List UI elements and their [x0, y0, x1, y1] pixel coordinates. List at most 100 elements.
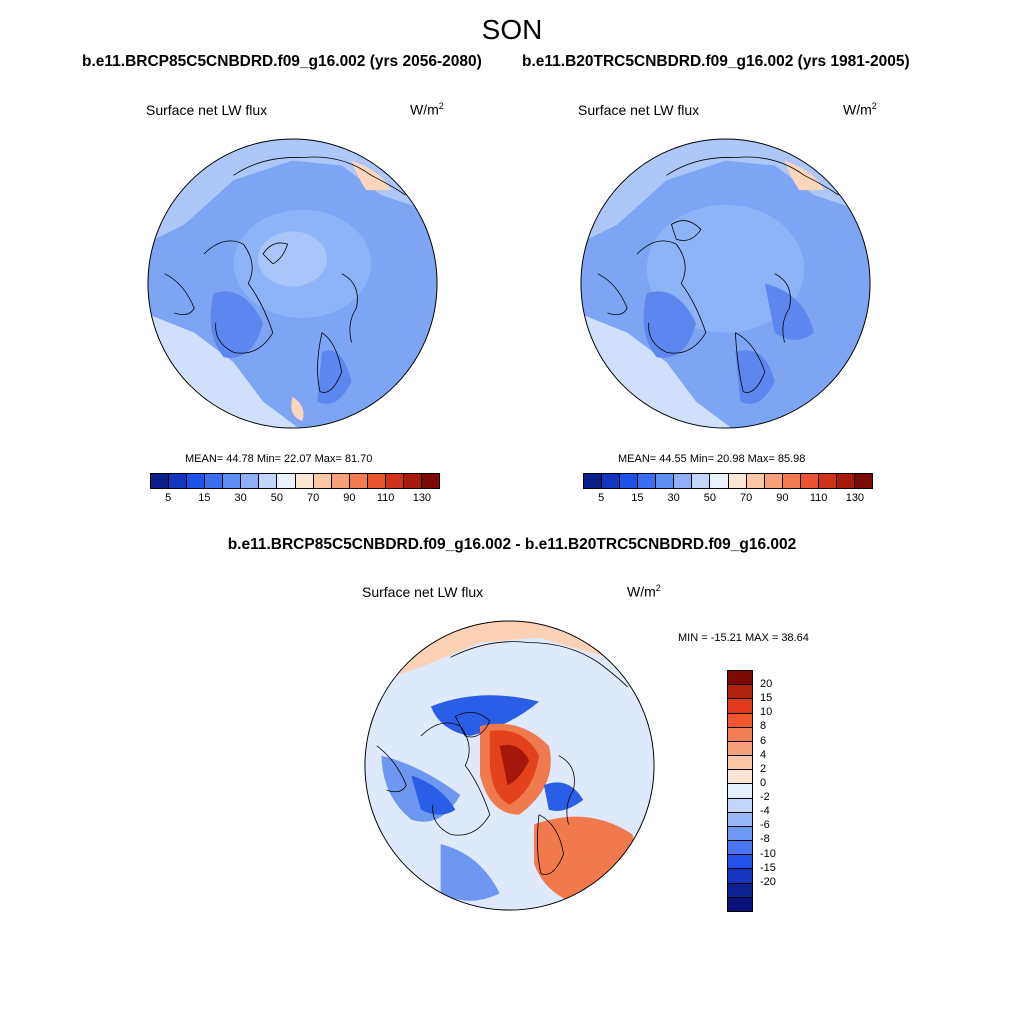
colorbar-swatch [692, 474, 711, 488]
colorbar-tick-label: 0 [760, 776, 767, 789]
right-case-title: b.e11.B20TRC5CNBDRD.f09_g16.002 (yrs 198… [522, 53, 910, 70]
central-arctic [258, 231, 327, 287]
right-colorbar-ticks: 5 15 30 50 70 90 110 130 [583, 492, 873, 506]
colorbar-swatch [638, 474, 657, 488]
colorbar-swatch [584, 474, 603, 488]
colorbar-swatch [728, 713, 752, 728]
diff-units: W/m2 [627, 583, 661, 600]
colorbar-tick-label: 20 [760, 678, 773, 691]
colorbar-swatch [728, 826, 752, 842]
coastlines [597, 156, 839, 393]
warm-patch-atlantic [291, 396, 304, 422]
right-colorbar [583, 473, 873, 489]
colorbar-swatch [349, 474, 368, 488]
colorbar-tick-label: 30 [667, 492, 680, 504]
colorbar-swatch [728, 897, 752, 911]
colorbar-tick-label: -4 [760, 805, 770, 818]
left-colorbar [150, 473, 440, 489]
season-title: SON [481, 14, 543, 45]
colorbar-swatch [277, 474, 296, 488]
colorbar-swatch [403, 474, 422, 488]
colorbar-swatch [674, 474, 693, 488]
colorbar-swatch [728, 883, 752, 898]
colorbar-swatch [385, 474, 404, 488]
colorbar-swatch [728, 671, 752, 686]
colorbar-tick-label: 70 [740, 492, 753, 504]
scandinavia-region [735, 350, 775, 404]
colorbar-swatch [800, 474, 819, 488]
colorbar-swatch [710, 474, 729, 488]
colorbar-tick-label: 15 [760, 692, 773, 705]
colorbar-swatch [728, 841, 752, 856]
map-border [580, 138, 871, 429]
colorbar-swatch [259, 474, 278, 488]
colorbar-tick-label: 15 [631, 492, 644, 504]
colorbar-swatch [764, 474, 783, 488]
colorbar-swatch [782, 474, 801, 488]
colorbar-tick-label: 30 [234, 492, 247, 504]
colorbar-tick-label: 90 [776, 492, 789, 504]
colorbar-tick-label: -20 [760, 875, 776, 888]
colorbar-swatch [313, 474, 332, 488]
colorbar-swatch [656, 474, 675, 488]
colorbar-tick-label: -15 [760, 861, 776, 874]
colorbar-tick-label: -8 [760, 833, 770, 846]
diff-variable-label: Surface net LW flux [362, 584, 484, 600]
diff-warming-peak [499, 744, 530, 786]
diff-polar-map [364, 620, 655, 911]
colorbar-swatch [728, 770, 752, 785]
left-units: W/m2 [410, 101, 444, 118]
colorbar-swatch [169, 474, 188, 488]
colorbar-swatch [151, 474, 170, 488]
colorbar-tick-label: 110 [809, 492, 828, 504]
colorbar-swatch [728, 685, 752, 700]
colorbar-tick-label: 10 [760, 706, 773, 719]
colorbar-tick-label: 8 [760, 720, 767, 733]
land-field-north [580, 138, 871, 245]
warm-patch-pacific [580, 214, 585, 245]
colorbar-swatch [241, 474, 260, 488]
colorbar-swatch [620, 474, 639, 488]
colorbar-tick-label: -2 [760, 791, 770, 804]
left-variable-label: Surface net LW flux [146, 102, 268, 118]
greenland-region [643, 291, 696, 358]
left-case-title: b.e11.BRCP85C5CNBDRD.f09_g16.002 (yrs 20… [82, 53, 482, 70]
right-polar-map [580, 138, 871, 429]
colorbar-tick-label: 15 [198, 492, 211, 504]
colorbar-swatch [728, 812, 752, 827]
colorbar-swatch [728, 756, 752, 771]
diff-cooling-baffin [411, 775, 456, 815]
colorbar-tick-label: -6 [760, 819, 770, 832]
scandinavia-region [317, 350, 352, 404]
colorbar-swatch [728, 798, 752, 813]
left-stats: MEAN= 44.78 Min= 22.07 Max= 81.70 [185, 453, 373, 465]
diff-cooling-atlantic [440, 844, 500, 901]
colorbar-swatch [728, 474, 747, 488]
diff-colorbar-ticks: 20 15 10 8 6 4 2 0 -2 -4 -6 -8 -10 -15 -20 [760, 670, 790, 910]
colorbar-swatch [728, 784, 752, 799]
right-stats: MEAN= 44.55 Min= 20.98 Max= 85.98 [618, 453, 806, 465]
colorbar-swatch [746, 474, 765, 488]
colorbar-swatch [728, 727, 752, 742]
colorbar-tick-label: 6 [760, 734, 767, 747]
colorbar-swatch [728, 699, 752, 714]
right-units: W/m2 [843, 101, 877, 118]
colorbar-swatch [836, 474, 855, 488]
map-border [147, 138, 438, 429]
colorbar-swatch [223, 474, 242, 488]
colorbar-tick-label: 2 [760, 762, 767, 775]
colorbar-swatch [602, 474, 621, 488]
colorbar-tick-label: 130 [412, 492, 432, 504]
colorbar-swatch [331, 474, 350, 488]
diff-cooling-beaufort [430, 695, 539, 736]
colorbar-swatch [295, 474, 314, 488]
colorbar-tick-label: 50 [270, 492, 283, 504]
coastlines [164, 156, 406, 393]
colorbar-tick-label: -10 [760, 847, 776, 860]
colorbar-swatch [728, 741, 752, 757]
diff-stats: MIN = -15.21 MAX = 38.64 [678, 632, 809, 644]
colorbar-swatch [854, 474, 872, 488]
land-field-north [147, 138, 438, 245]
diff-case-title: b.e11.BRCP85C5CNBDRD.f09_g16.002 - b.e11… [227, 536, 797, 553]
diff-colorbar [727, 670, 753, 912]
